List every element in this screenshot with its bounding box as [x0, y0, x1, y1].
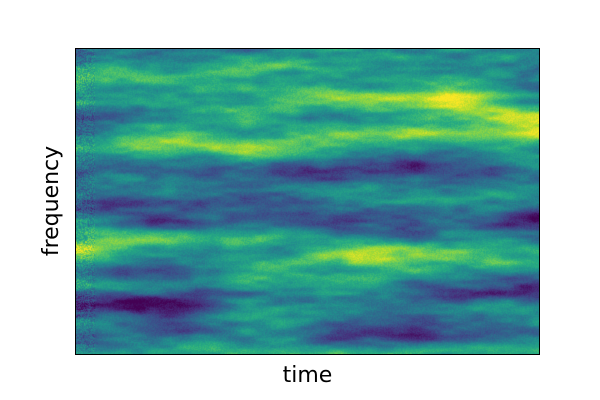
- plot-area: [75, 48, 540, 355]
- y-axis-label: frequency: [39, 145, 64, 257]
- spectrogram-heatmap: [76, 49, 539, 354]
- x-axis-label: time: [282, 363, 333, 388]
